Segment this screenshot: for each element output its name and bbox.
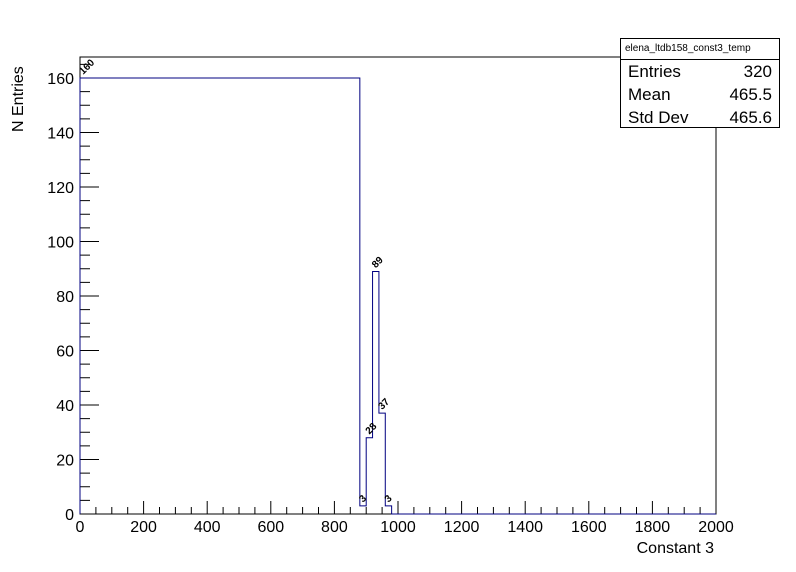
y-tick-label: 140 — [47, 126, 74, 143]
x-tick-label: 0 — [76, 519, 85, 536]
y-tick-label: 40 — [56, 398, 74, 415]
histogram-bin — [373, 271, 379, 514]
stats-row-entries: Entries 320 — [621, 60, 779, 83]
y-tick-label: 160 — [47, 71, 74, 88]
stats-value: 320 — [743, 62, 772, 81]
y-tick-label: 80 — [56, 289, 74, 306]
stats-row-stddev: Std Dev 465.6 — [621, 106, 779, 129]
x-tick-label: 800 — [321, 519, 348, 536]
y-tick-label: 60 — [56, 344, 74, 361]
x-tick-label: 1800 — [635, 519, 671, 536]
bin-value-label: 160 — [78, 57, 98, 77]
x-tick-label: 400 — [194, 519, 221, 536]
stats-value: 465.6 — [729, 108, 772, 127]
histogram-outline — [79, 77, 716, 515]
x-axis-title: Constant 3 — [636, 540, 714, 557]
stats-value: 465.5 — [729, 85, 772, 104]
y-tick-label: 0 — [65, 507, 74, 524]
bin-value-label: 28 — [364, 421, 380, 437]
y-axis: 0 20 40 60 80 100 120 140 160 — [47, 63, 99, 524]
x-axis: 0 200 400 600 800 1000 1200 1400 1600 1800 2000 — [76, 501, 734, 536]
stats-box: elena_ltdb158_const3_temp Entries 320 Me… — [620, 38, 780, 128]
stats-title: elena_ltdb158_const3_temp — [621, 39, 779, 60]
y-tick-label: 20 — [56, 453, 74, 470]
stats-label: Std Dev — [628, 108, 689, 127]
bin-value-label: 3 — [357, 493, 369, 505]
stats-row-mean: Mean 465.5 — [621, 83, 779, 106]
bin-value-label: 3 — [383, 493, 395, 505]
x-tick-label: 1000 — [380, 519, 416, 536]
x-tick-label: 600 — [257, 519, 284, 536]
y-tick-label: 120 — [47, 180, 74, 197]
y-axis-title: N Entries — [10, 66, 27, 132]
histogram-bin — [385, 506, 391, 514]
x-tick-label: 1200 — [444, 519, 480, 536]
x-tick-label: 200 — [130, 519, 157, 536]
x-tick-label: 2000 — [698, 519, 734, 536]
y-tick-label: 100 — [47, 235, 74, 252]
x-tick-label: 1600 — [571, 519, 607, 536]
stats-label: Entries — [628, 62, 681, 81]
bin-value-label: 89 — [370, 255, 386, 271]
x-tick-label: 1400 — [507, 519, 543, 536]
histogram-bin — [360, 506, 366, 514]
stats-label: Mean — [628, 85, 671, 104]
